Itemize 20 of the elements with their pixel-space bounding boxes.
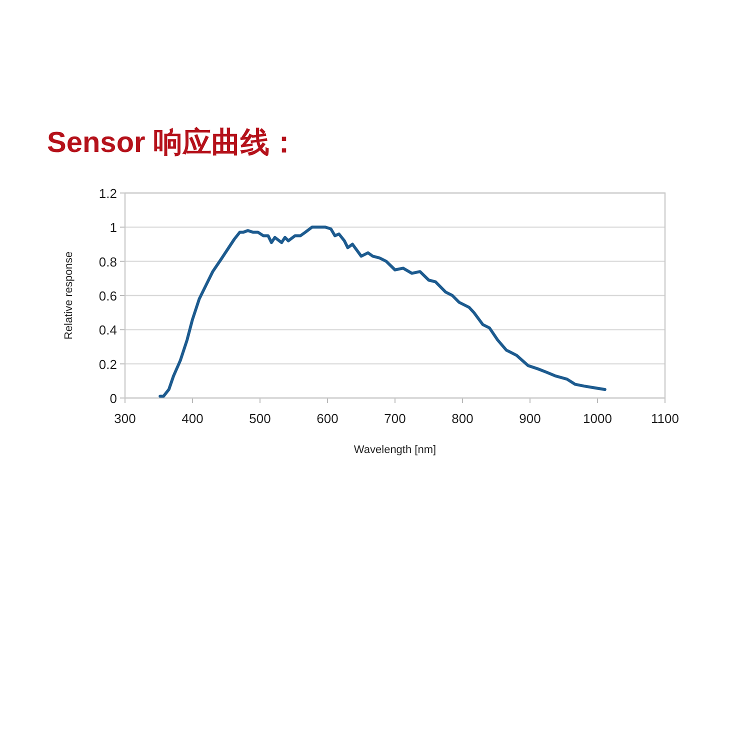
chart-title: Sensor 响应曲线： — [47, 126, 298, 159]
x-tick-label: 800 — [452, 411, 474, 426]
x-tick-label: 600 — [316, 411, 338, 426]
x-tick-label: 700 — [384, 411, 406, 426]
y-tick-label: 0.8 — [98, 254, 117, 270]
x-tick-label: 1100 — [651, 411, 679, 426]
y-tick-label: 0.2 — [98, 356, 117, 372]
line-series — [158, 226, 606, 398]
y-axis-title: Relative response — [63, 251, 75, 340]
y-tick-label: 0.6 — [98, 288, 117, 304]
x-tick-label: 900 — [519, 411, 541, 426]
x-tick-label: 500 — [249, 411, 271, 426]
x-tick-label: 400 — [182, 411, 204, 426]
y-tick-label: 0 — [110, 391, 117, 406]
y-tick-label: 1 — [110, 220, 117, 236]
y-tick-label: 1.2 — [98, 186, 117, 201]
x-axis-title: Wavelength [nm] — [354, 444, 436, 456]
y-tick-label: 0.4 — [98, 322, 117, 338]
x-tick-label: 300 — [114, 411, 136, 426]
x-tick-label: 1000 — [583, 411, 612, 426]
